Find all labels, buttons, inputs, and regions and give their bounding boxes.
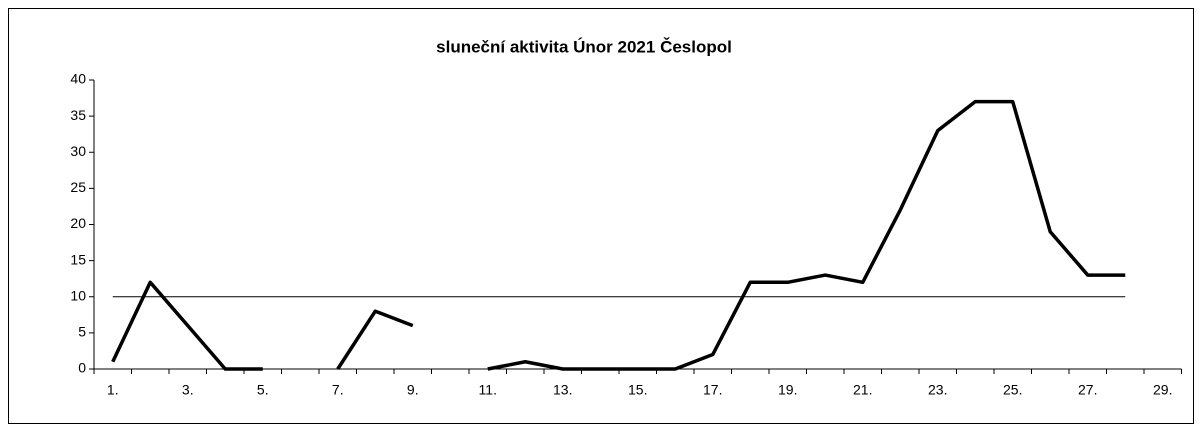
chart-title: sluneční aktivita Únor 2021 Česlopol — [436, 37, 732, 56]
x-tick-label: 13. — [553, 382, 572, 398]
y-tick-label: 40 — [70, 71, 86, 87]
x-tick-label: 27. — [1078, 382, 1097, 398]
x-tick-label: 19. — [778, 382, 797, 398]
x-tick-label: 7. — [332, 382, 344, 398]
y-tick-label: 10 — [70, 287, 86, 303]
y-tick-label: 0 — [78, 360, 86, 376]
x-tick-label: 11. — [479, 382, 497, 398]
x-tick-label: 3. — [182, 382, 194, 398]
y-tick-label: 20 — [70, 215, 86, 231]
x-tick-label: 15. — [628, 382, 647, 398]
x-tick-label: 5. — [257, 382, 269, 398]
x-tick-label: 23. — [928, 382, 947, 398]
x-tick-label: 17. — [703, 382, 722, 398]
x-tick-label: 9. — [407, 382, 419, 398]
x-tick-label: 21. — [853, 382, 872, 398]
y-tick-label: 25 — [70, 179, 86, 195]
chart-frame — [8, 8, 1194, 424]
y-tick-label: 35 — [70, 107, 86, 123]
y-tick-label: 5 — [78, 324, 86, 340]
x-tick-label: 25. — [1003, 382, 1022, 398]
x-tick-label: 1. — [107, 382, 119, 398]
data-line — [111, 99, 1126, 371]
y-tick-label: 30 — [70, 143, 86, 159]
x-tick-label: 29. — [1153, 382, 1172, 398]
y-tick-label: 15 — [70, 251, 86, 267]
